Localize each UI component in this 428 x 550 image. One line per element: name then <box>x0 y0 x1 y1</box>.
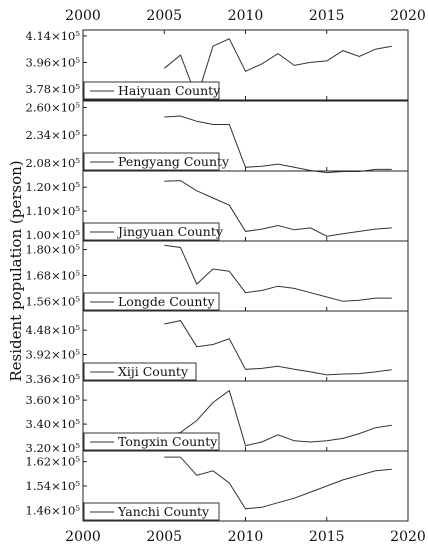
top-x-tick-label: 2005 <box>146 8 182 24</box>
panel-pengyang-county: 2.08×10⁵ 2.34×10⁵ 2.60×10⁵ Pengyang County <box>26 100 409 174</box>
legend-box <box>83 362 197 381</box>
series-line <box>164 456 392 510</box>
bottom-x-axis: 2000 2005 2010 2015 2020 <box>65 529 426 545</box>
series-line <box>164 320 392 376</box>
legend-box <box>83 432 220 451</box>
y-tick-label: 1.10×10⁵ <box>26 204 81 218</box>
bottom-x-tick-label: 2000 <box>65 529 101 545</box>
legend-label: Longde County <box>118 294 215 309</box>
y-tick-label: 1.56×10⁵ <box>26 294 81 308</box>
top-x-tick-label: 2000 <box>65 8 101 24</box>
y-tick-label: 4.48×10⁵ <box>26 323 81 337</box>
y-tick-label: 4.14×10⁵ <box>26 29 81 43</box>
top-x-tick-label: 2020 <box>390 8 426 24</box>
panel-haiyuan-county: 3.78×10⁵ 3.96×10⁵ 4.14×10⁵ Haiyuan County <box>26 29 409 101</box>
chart-panels: 3.78×10⁵ 3.96×10⁵ 4.14×10⁵ Haiyuan County 2.… <box>26 29 409 522</box>
legend-box <box>83 81 220 100</box>
panel-jingyuan-county: 1.00×10⁵ 1.10×10⁵ 1.20×10⁵ Jingyuan County <box>26 170 409 242</box>
y-tick-label: 3.96×10⁵ <box>26 55 81 69</box>
y-tick-label: 1.46×10⁵ <box>26 503 81 517</box>
panel-longde-county: 1.56×10⁵ 1.68×10⁵ 1.80×10⁵ Longde County <box>26 240 409 312</box>
y-axis-label: Resident population (person) <box>7 160 25 381</box>
y-tick-label: 1.62×10⁵ <box>26 455 81 469</box>
y-tick-label: 1.68×10⁵ <box>26 268 81 282</box>
legend-label: Haiyuan County <box>118 83 221 98</box>
panel-xiji-county: 3.36×10⁵ 3.92×10⁵ 4.48×10⁵ Xiji County <box>26 310 409 386</box>
y-tick-label: 3.20×10⁵ <box>26 441 81 455</box>
y-tick-label: 1.80×10⁵ <box>26 243 81 257</box>
top-x-tick-label: 2010 <box>228 8 264 24</box>
series-line <box>164 244 392 302</box>
y-tick-label: 3.92×10⁵ <box>26 347 81 361</box>
legend-label: Tongxin County <box>118 434 218 449</box>
legend-label: Pengyang County <box>118 154 230 169</box>
y-tick-label: 3.40×10⁵ <box>26 417 81 431</box>
series-line <box>164 180 392 237</box>
y-tick-label: 3.60×10⁵ <box>26 393 81 407</box>
y-tick-label: 1.00×10⁵ <box>26 228 81 242</box>
top-x-tick-label: 2015 <box>309 8 345 24</box>
legend-label: Jingyuan County <box>116 224 224 239</box>
y-tick-label: 1.54×10⁵ <box>26 479 81 493</box>
series-line <box>163 38 392 100</box>
panel-tongxin-county: 3.20×10⁵ 3.40×10⁵ 3.60×10⁵ Tongxin County <box>26 380 409 455</box>
bottom-x-tick-label: 2010 <box>228 529 264 545</box>
y-tick-label: 1.20×10⁵ <box>26 180 81 194</box>
legend-box <box>83 222 220 241</box>
series-line <box>164 389 392 447</box>
bottom-x-tick-label: 2020 <box>390 529 426 545</box>
legend-label: Xiji County <box>118 364 189 379</box>
legend-box <box>83 502 220 521</box>
y-tick-label: 3.36×10⁵ <box>26 372 81 386</box>
bottom-x-tick-label: 2005 <box>146 529 182 545</box>
y-tick-label: 2.08×10⁵ <box>26 156 81 170</box>
panel-yanchi-county: 1.46×10⁵ 1.54×10⁵ 1.62×10⁵ Yanchi County <box>26 450 409 522</box>
legend-box <box>83 152 220 171</box>
y-tick-label: 3.78×10⁵ <box>26 82 81 96</box>
y-tick-label: 2.34×10⁵ <box>26 128 81 142</box>
legend-box <box>83 292 220 311</box>
legend-label: Yanchi County <box>117 504 210 519</box>
y-tick-label: 2.60×10⁵ <box>26 100 81 114</box>
bottom-x-tick-label: 2015 <box>309 529 345 545</box>
